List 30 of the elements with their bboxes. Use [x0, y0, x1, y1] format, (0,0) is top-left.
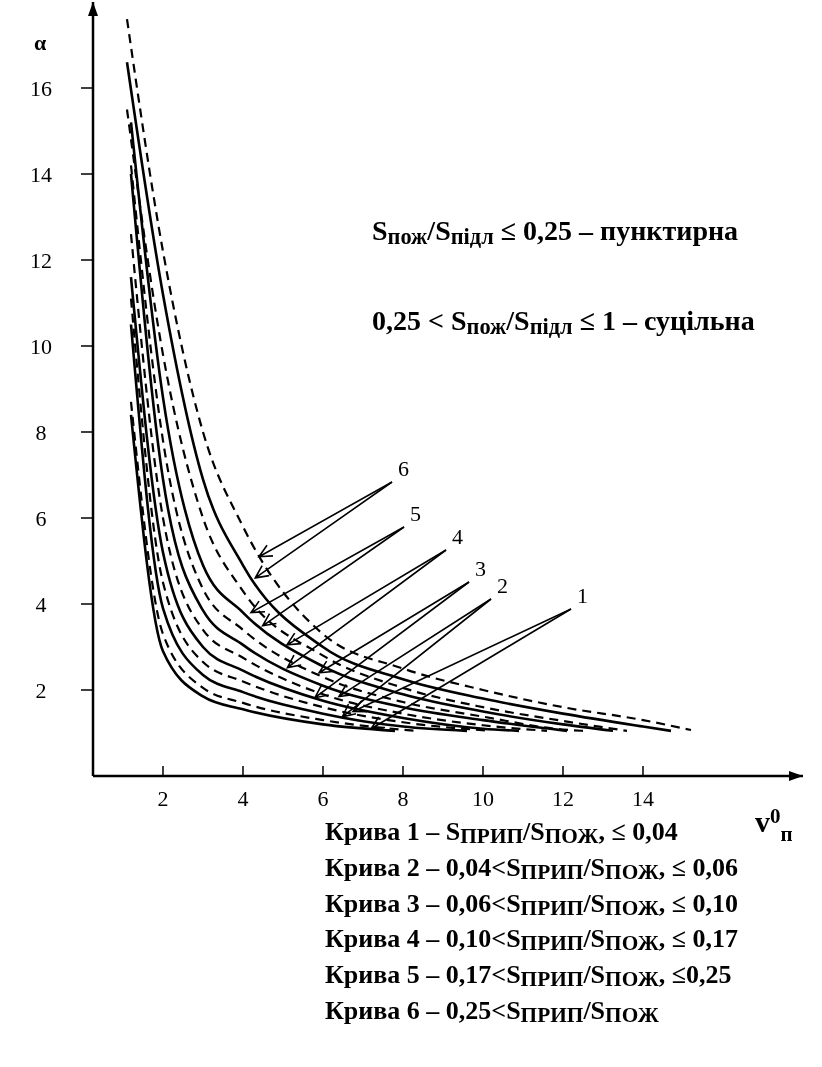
text: Крива 2 – 0,04<S$_{ПРИП}$/S$_{ПОЖ}$, ≤ 0,06 [325, 852, 739, 884]
y-tick-label: 10 [30, 333, 52, 359]
text: Крива 4 – 0,10<S$_{ПРИП}$/S$_{ПОЖ}$, ≤ 0,17 [325, 924, 739, 955]
y-tick-label: 4 [35, 591, 47, 617]
x-tick-label: 2 [157, 786, 169, 811]
annotation: 4 [452, 523, 463, 549]
annotation: 2 [497, 572, 508, 598]
annotation: S$_{пож}$/S$_{підл}$ ≤ 0,25 – пунктирна [372, 215, 739, 250]
y-axis-title: α [34, 30, 47, 55]
annotation: 1 [577, 582, 588, 608]
y-tick-label: 8 [35, 419, 47, 445]
y-tick-label: 2 [35, 677, 47, 703]
annotation: 0,25 < S$_{пож}$/S$_{підл}$ ≤ 1 – суцільна [372, 305, 755, 340]
text: Крива 1 – S$_{ПРИП}$/S$_{ПОЖ}$, ≤ 0,04 [325, 817, 678, 848]
y-tick-label: 6 [35, 505, 47, 531]
text: Крива 5 – 0,17<S$_{ПРИП}$/S$_{ПОЖ}$, ≤0,25 [325, 960, 732, 991]
x-tick-label: 14 [632, 786, 654, 811]
text: Крива 3 – 0,06<S$_{ПРИП}$/S$_{ПОЖ}$, ≤ 0,10 [325, 888, 739, 920]
x-tick-label: 10 [472, 786, 494, 811]
y-tick-label: 12 [30, 247, 52, 273]
annotation: 3 [475, 555, 486, 581]
x-tick-label: 8 [397, 786, 409, 811]
y-tick-label: 16 [30, 75, 52, 101]
x-tick-label: 4 [237, 786, 249, 811]
annotation: 6 [398, 455, 409, 481]
x-tick-label: 12 [552, 786, 574, 811]
y-tick-label: 14 [30, 161, 52, 187]
text: Крива 6 – 0,25<S$_{ПРИП}$/S$_{ПОЖ}$ [325, 996, 660, 1027]
x-tick-label: 6 [317, 786, 329, 811]
annotation: 5 [410, 500, 421, 526]
